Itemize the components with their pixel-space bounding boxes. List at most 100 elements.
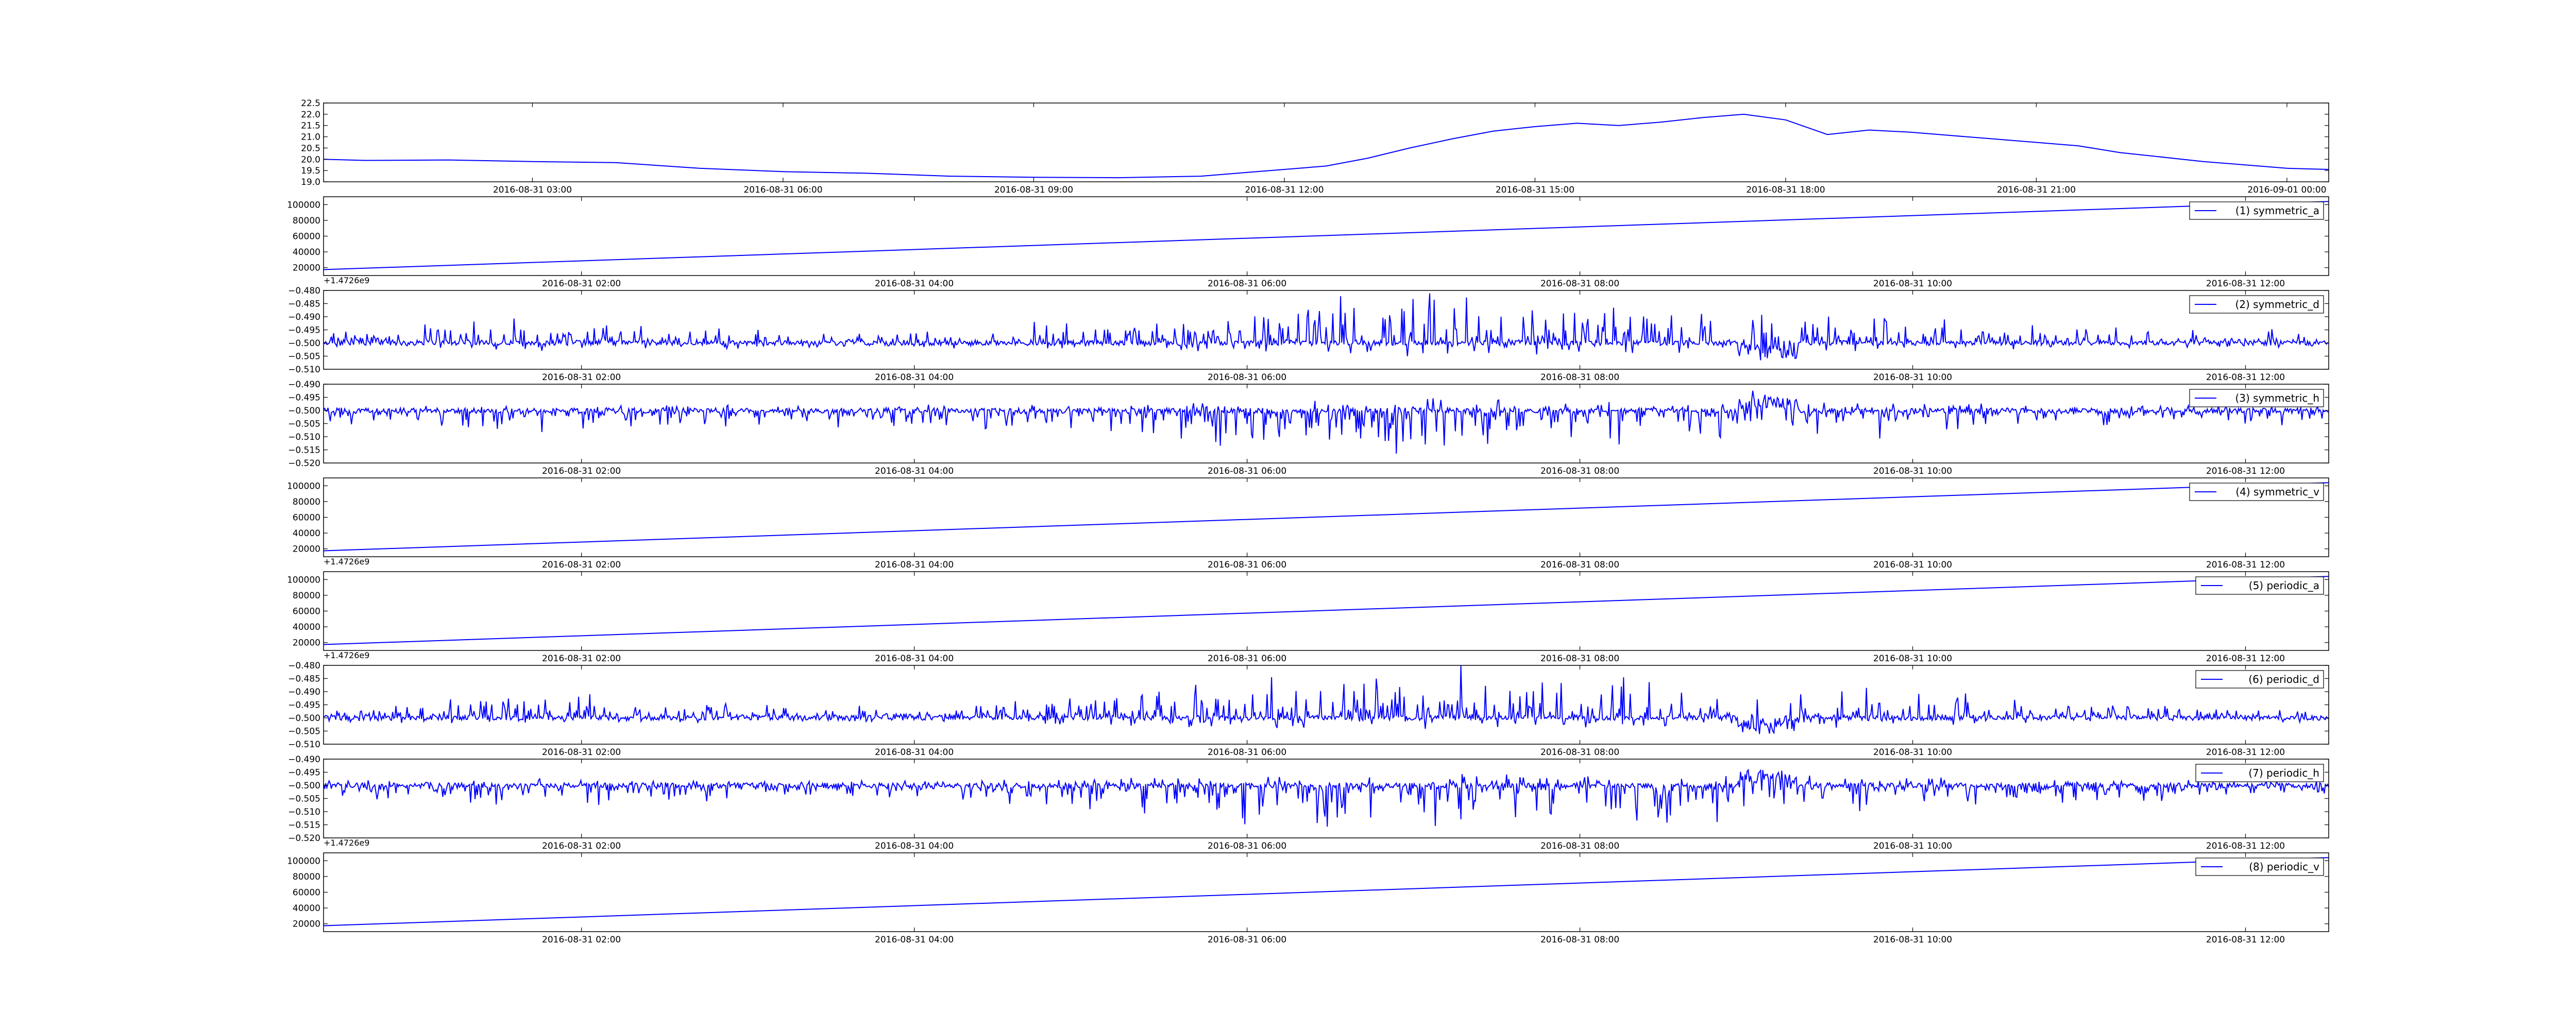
y-tick-label: −0.500 [288,338,320,349]
y-tick-label: −0.505 [288,727,320,737]
x-tick-label: 2016-08-31 02:00 [542,841,621,851]
y-tick-label: −0.485 [288,299,320,310]
subplot-3: −0.510 −0.505 −0.500 −0.495 −0.490 −0.485 −0.4… [288,286,2329,383]
x-tick-label: 2016-08-31 02:00 [542,935,621,945]
x-tick-label: 2016-08-31 10:00 [1873,466,1952,476]
x-tick-label: 2016-08-31 08:00 [1540,560,1619,570]
x-tick-label: 2016-08-31 08:00 [1540,841,1619,851]
x-tick-label: 2016-08-31 02:00 [542,560,621,570]
x-tick-label: 2016-08-31 10:00 [1873,935,1952,945]
x-tick-label: 2016-08-31 06:00 [1208,935,1286,945]
y-tick-label: −0.480 [288,661,320,671]
x-tick-label: 2016-08-31 10:00 [1873,279,1952,289]
y-tick-label: 40000 [293,903,320,914]
legend: (1) symmetric_a [2189,201,2324,220]
y-tick-label: −0.515 [288,445,320,456]
x-tick-label: 2016-08-31 10:00 [1873,372,1952,383]
x-tick-label: 2016-08-31 08:00 [1540,654,1619,664]
y-tick-label: −0.480 [288,286,320,296]
axes-frame [323,571,2329,651]
x-tick-label: 2016-08-31 08:00 [1540,935,1619,945]
x-tick-label: 2016-08-31 10:00 [1873,560,1952,570]
legend-label: (5) periodic_a [2249,579,2319,592]
legend-label: (4) symmetric_v [2235,486,2319,498]
series-line [324,390,2329,454]
x-tick-label: 2016-08-31 15:00 [1496,185,1574,195]
legend-label: (1) symmetric_a [2235,204,2319,217]
y-tick-label: −0.520 [288,458,320,469]
x-tick-label: 2016-08-31 12:00 [2206,279,2285,289]
y-tick-label: 100000 [287,200,320,210]
y-tick-label: 20.5 [301,143,320,153]
y-tick-label: 22.5 [301,98,320,109]
y-tick-label: 21.0 [301,132,320,143]
y-tick-label: 20000 [293,919,320,930]
x-tick-label: 2016-08-31 04:00 [875,466,954,476]
subplot-2: 20000 40000 60000 80000 100000 2016-08-31 02:… [287,196,2329,289]
y-tick-label: −0.500 [288,713,320,724]
y-tick-label: 100000 [287,481,320,491]
x-tick-label: 2016-08-31 10:00 [1873,654,1952,664]
legend-label: (7) periodic_h [2248,767,2319,779]
y-tick-label: 40000 [293,528,320,539]
x-tick-label: 2016-08-31 02:00 [542,279,621,289]
x-tick-label: 2016-08-31 12:00 [1245,185,1324,195]
x-tick-label: 2016-08-31 12:00 [2206,935,2285,945]
subplot-1: 19.019.520.020.521.021.522.022.5 2016-08-… [301,98,2329,195]
legend-label: (3) symmetric_h [2235,392,2319,404]
y-tick-label: 19.5 [301,166,320,176]
y-tick-label: −0.500 [288,781,320,791]
axes-frame [323,852,2329,932]
x-tick-label: 2016-08-31 06:00 [1208,654,1286,664]
x-tick-label: 2016-08-31 06:00 [1208,841,1286,851]
x-tick-label: 2016-08-31 04:00 [875,279,954,289]
x-tick-label: 2016-08-31 03:00 [493,185,572,195]
y-tick-label: −0.505 [288,419,320,430]
y-tick-label: 60000 [293,513,320,523]
x-tick-label: 2016-08-31 12:00 [2206,466,2285,476]
x-tick-label: 2016-08-31 08:00 [1540,747,1619,758]
x-tick-label: 2016-08-31 08:00 [1540,466,1619,476]
y-tick-label: −0.515 [288,820,320,831]
y-tick-label: −0.505 [288,794,320,804]
y-tick-label: −0.490 [288,754,320,765]
y-tick-label: −0.510 [288,807,320,817]
series-line [324,768,2329,827]
series-line [324,857,2329,926]
x-tick-label: 2016-08-31 10:00 [1873,841,1952,851]
x-tick-label: 2016-08-31 04:00 [875,841,954,851]
legend-label: (8) periodic_v [2249,861,2319,873]
x-offset-label: +1.4726e9 [324,650,369,660]
y-tick-label: 80000 [293,591,320,601]
series-line [324,113,2329,179]
legend: (6) periodic_d [2195,670,2324,689]
y-tick-label: 40000 [293,247,320,258]
x-tick-label: 2016-08-31 02:00 [542,654,621,664]
x-tick-label: 2016-08-31 02:00 [542,466,621,476]
series-line [324,665,2329,734]
x-tick-label: 2016-09-01 00:00 [2247,185,2326,195]
y-tick-label: 100000 [287,856,320,866]
series-line [324,293,2329,360]
axes-frame [323,477,2329,557]
legend: (5) periodic_a [2195,576,2324,595]
x-tick-label: 2016-08-31 18:00 [1746,185,1825,195]
y-tick-label: 80000 [293,216,320,226]
x-tick-label: 2016-08-31 04:00 [875,935,954,945]
x-tick-label: 2016-08-31 12:00 [2206,372,2285,383]
x-tick-label: 2016-08-31 04:00 [875,747,954,758]
y-tick-label: 60000 [293,607,320,617]
series-line [324,576,2329,645]
x-tick-label: 2016-08-31 21:00 [1997,185,2076,195]
y-tick-label: −0.505 [288,352,320,362]
x-tick-label: 2016-08-31 06:00 [1208,466,1286,476]
x-offset-label: +1.4726e9 [324,276,369,285]
y-tick-label: 60000 [293,232,320,242]
legend-label: (6) periodic_d [2248,673,2319,685]
subplot-9: 20000 40000 60000 80000 100000 2016-08-31 02:… [287,852,2329,945]
y-tick-label: −0.495 [288,700,320,711]
axes-frame [323,196,2329,276]
legend: (7) periodic_h [2195,764,2324,782]
y-tick-label: 21.5 [301,121,320,131]
